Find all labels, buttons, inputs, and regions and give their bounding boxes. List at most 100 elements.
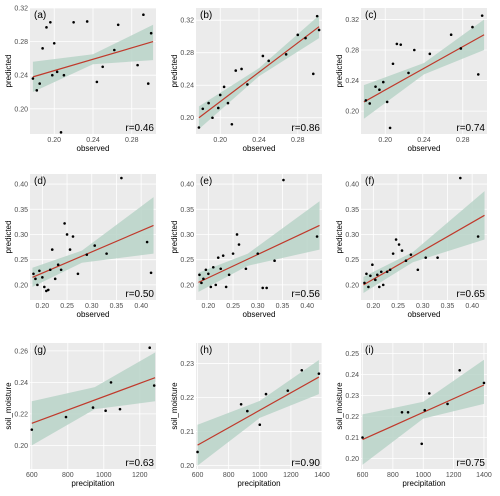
data-point: [397, 243, 401, 246]
regression-line: [198, 26, 320, 119]
y-tick-label: 0.20: [180, 115, 194, 122]
panel-e: 0.20 0.25 0.30 0.35 0.40 0.20 0.25 0.30 0.35 0.40…: [170, 174, 322, 319]
panel-label: (e): [200, 176, 212, 187]
data-point: [395, 42, 399, 46]
y-axis-label: soil_moisture: [4, 382, 13, 430]
y-axis-label: soil_moisture: [170, 382, 179, 430]
x-tick-label: 1200: [132, 472, 148, 479]
x-tick-label: 0.20: [47, 137, 61, 144]
x-axis-label: observed: [408, 144, 441, 153]
y-tick-label: 0.30: [14, 232, 28, 239]
confidence-band: [197, 360, 319, 466]
y-tick-label: 0.24: [14, 73, 28, 80]
correlation-label: r=0.75: [456, 458, 485, 469]
data-point: [149, 31, 153, 35]
panel-label: (b): [200, 10, 212, 21]
data-point: [222, 85, 226, 89]
regression-line: [362, 384, 485, 441]
data-point: [41, 276, 44, 279]
y-axis-label: soil_moisture: [335, 382, 344, 430]
data-point: [476, 235, 480, 238]
data-point: [273, 259, 276, 262]
data-point: [482, 381, 486, 385]
data-point: [296, 33, 300, 37]
x-tick-label: 0.24: [86, 137, 100, 144]
panel-i: 600 800 1000 1200 1400 0.20 0.21 0.22 0.23 0.24 0.…: [335, 343, 492, 488]
panel-f: 0.20 0.25 0.30 0.35 0.40 0.20 0.25 0.30 0.35 0.40…: [335, 174, 487, 319]
y-tick-label: 0.20: [180, 282, 194, 289]
x-tick-label: 0.20: [36, 303, 50, 310]
data-point: [62, 73, 66, 77]
data-point: [109, 381, 113, 384]
x-tick-label: 0.25: [60, 303, 74, 310]
data-point: [207, 101, 210, 105]
data-point: [197, 126, 201, 129]
data-point: [459, 47, 463, 50]
data-point: [267, 59, 270, 63]
data-point: [423, 408, 427, 412]
x-tick-label: 0.20: [367, 303, 381, 310]
data-point: [311, 72, 315, 76]
data-point: [381, 80, 385, 84]
correlation-label: r=0.65: [456, 289, 485, 300]
x-tick-label: 800: [387, 472, 399, 479]
regression-line: [363, 34, 485, 103]
x-tick-label: 0.35: [110, 303, 124, 310]
data-point: [317, 372, 321, 375]
regression-line: [197, 376, 320, 446]
data-point: [381, 283, 385, 287]
data-point: [200, 281, 203, 285]
y-tick-label: 0.32: [345, 17, 359, 24]
x-tick-label: 1200: [446, 472, 462, 479]
y-tick-label: 0.24: [14, 380, 28, 387]
regression-line: [32, 224, 154, 278]
data-point: [394, 238, 398, 241]
y-tick-label: 0.32: [14, 6, 28, 13]
data-point: [68, 248, 72, 251]
x-tick-label: 0.35: [276, 303, 290, 310]
data-point: [35, 89, 39, 92]
data-point: [424, 256, 428, 259]
data-point: [369, 274, 372, 278]
x-tick-label: 0.30: [85, 303, 99, 310]
data-point: [261, 54, 265, 58]
data-point: [420, 442, 424, 446]
regression-line: [31, 377, 156, 424]
data-point: [282, 178, 285, 182]
data-point: [399, 43, 403, 46]
data-point: [202, 277, 205, 281]
data-point: [428, 52, 432, 56]
data-point: [45, 289, 48, 293]
data-point: [216, 256, 220, 259]
data-point: [50, 248, 54, 251]
x-axis-label: observed: [77, 310, 110, 319]
x-tick-label: 1000: [252, 472, 268, 479]
y-tick-label: 0.28: [345, 48, 359, 55]
data-point: [196, 450, 199, 454]
data-point: [85, 20, 89, 23]
x-axis-label: observed: [243, 144, 276, 153]
data-point: [93, 244, 97, 247]
x-tick-label: 800: [62, 472, 74, 479]
y-tick-label: 0.40: [345, 182, 359, 189]
data-point: [53, 277, 57, 281]
data-point: [116, 23, 120, 27]
x-tick-label: 0.30: [416, 303, 430, 310]
panel-label: (i): [365, 345, 374, 356]
y-tick-label: 0.25: [345, 351, 359, 358]
y-tick-label: 0.21: [180, 429, 194, 436]
data-point: [391, 252, 395, 255]
panel-h: 600 800 1000 1200 1400 0.20 0.21 0.22 0.23 precip…: [170, 343, 330, 488]
y-tick-label: 0.22: [14, 411, 28, 418]
data-point: [246, 83, 249, 86]
data-point: [136, 63, 139, 67]
data-point: [146, 82, 150, 85]
data-point: [63, 222, 66, 225]
data-point: [240, 67, 243, 71]
panel-label: (f): [365, 176, 374, 187]
x-tick-label: 0.35: [441, 303, 455, 310]
x-tick-label: 0.25: [391, 303, 405, 310]
data-point: [209, 285, 213, 289]
data-point: [85, 253, 89, 256]
